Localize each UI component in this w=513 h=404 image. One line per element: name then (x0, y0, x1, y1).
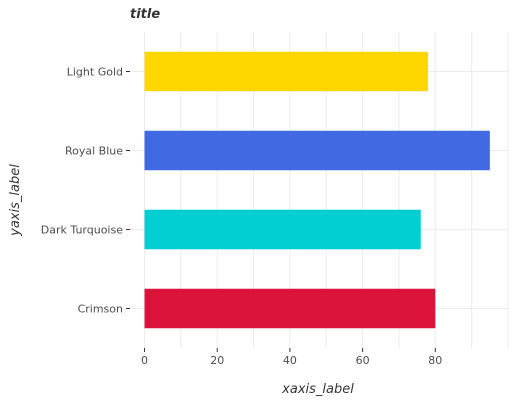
y-tick-label: Light Gold (67, 66, 123, 79)
chart-title: title (130, 7, 160, 22)
x-tick-label: 60 (356, 354, 370, 367)
x-axis: 0 20 40 60 80 (141, 348, 442, 367)
bar-light-gold (144, 51, 429, 92)
bar-royal-blue (144, 130, 490, 171)
x-tick-label: 20 (210, 354, 224, 367)
bars (144, 51, 490, 329)
bar-crimson (144, 288, 436, 329)
bar-dark-turquoise (144, 209, 421, 250)
y-tick-label: Royal Blue (65, 145, 123, 158)
y-axis-label: yaxis_label (8, 164, 23, 237)
y-axis: Crimson Dark Turquoise Royal Blue Light Gol… (41, 66, 130, 316)
y-tick-label: Crimson (78, 303, 123, 316)
x-axis-label: xaxis_label (281, 382, 354, 397)
x-tick-label: 40 (283, 354, 297, 367)
y-tick-label: Dark Turquoise (41, 224, 123, 237)
x-tick-label: 80 (428, 354, 442, 367)
x-tick-label: 0 (141, 354, 148, 367)
